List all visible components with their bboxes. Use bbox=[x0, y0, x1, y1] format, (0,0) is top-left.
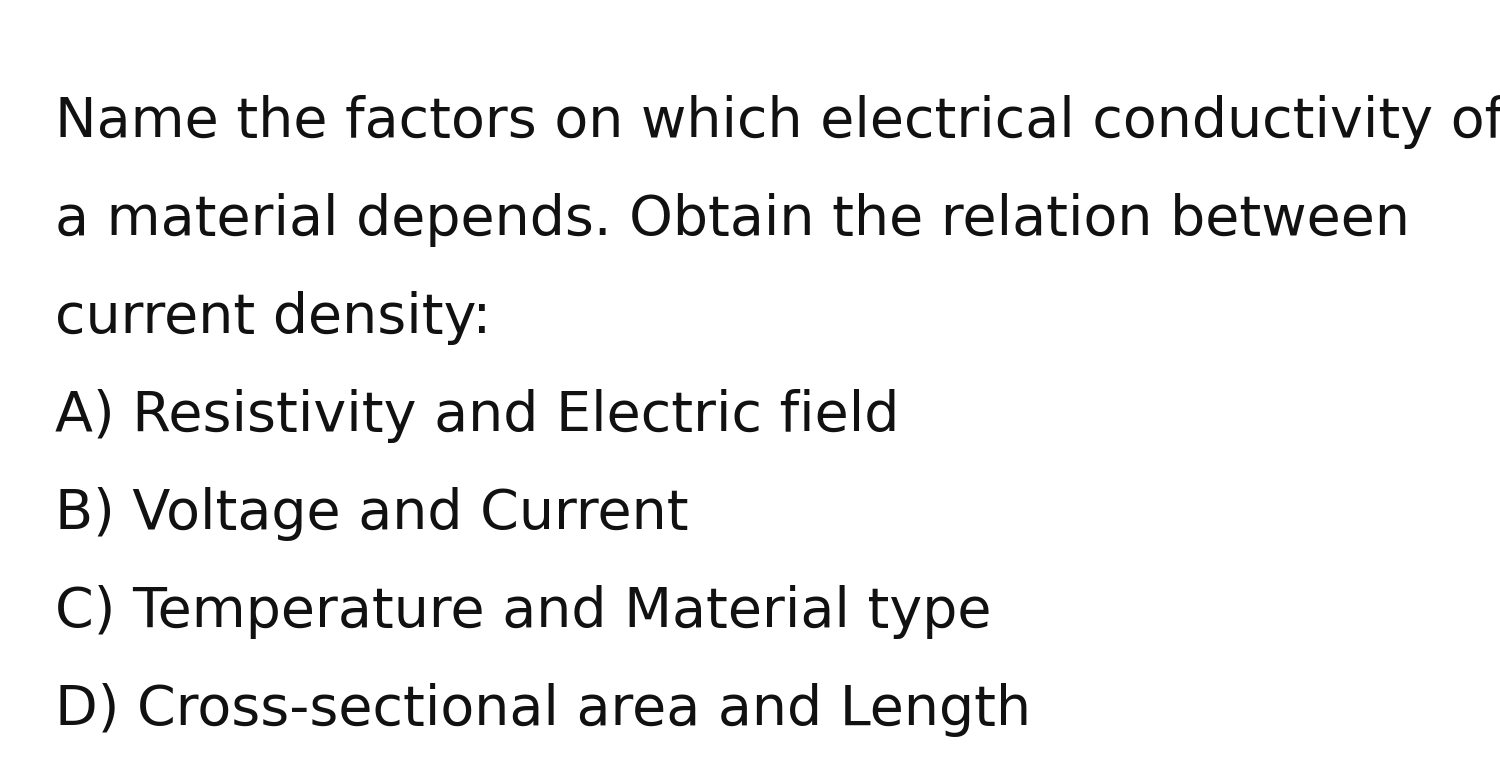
Text: C) Temperature and Material type: C) Temperature and Material type bbox=[56, 585, 992, 639]
Text: current density:: current density: bbox=[56, 291, 492, 345]
Text: A) Resistivity and Electric field: A) Resistivity and Electric field bbox=[56, 389, 900, 443]
Text: Name the factors on which electrical conductivity of: Name the factors on which electrical con… bbox=[56, 95, 1500, 149]
Text: B) Voltage and Current: B) Voltage and Current bbox=[56, 487, 689, 541]
Text: D) Cross-sectional area and Length: D) Cross-sectional area and Length bbox=[56, 683, 1030, 737]
Text: a material depends. Obtain the relation between: a material depends. Obtain the relation … bbox=[56, 193, 1410, 247]
